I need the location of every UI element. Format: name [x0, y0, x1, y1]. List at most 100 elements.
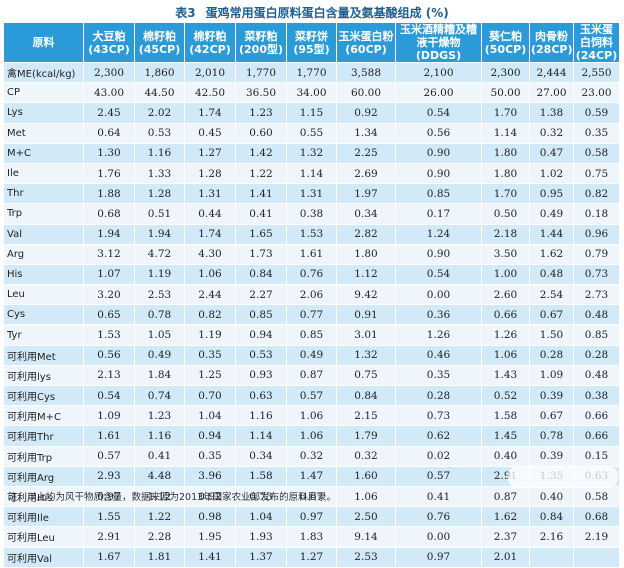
table-cell: 2.27: [236, 285, 287, 306]
table-cell: 9.14: [337, 527, 396, 548]
table-cell: 0.57: [396, 466, 482, 487]
row-label: His: [4, 264, 84, 286]
table-cell: 1.45: [482, 426, 530, 447]
table-cell: 1.47: [287, 466, 337, 487]
table-cell: 1.09: [84, 406, 135, 427]
table-cell: 0.53: [236, 345, 287, 366]
table-cell: 2.82: [337, 224, 396, 245]
table-cell: 1.31: [185, 184, 236, 205]
table-row: 可利用Trp 0.57 0.41 0.35 0.34 0.32 0.32 0.02 0.40 0.…: [4, 446, 620, 467]
table-cell: 0.17: [396, 204, 482, 225]
table-cell: 0.15: [574, 446, 620, 467]
table-cell: 1,770: [287, 63, 337, 84]
table-cell: 2.50: [337, 507, 396, 528]
table-cell: 0.98: [185, 507, 236, 528]
row-label: 可利用His: [4, 486, 84, 508]
table-cell: 1.16: [135, 426, 185, 447]
table-cell: 1.14: [287, 163, 337, 185]
table-cell: 1.38: [530, 103, 574, 124]
table-cell: 2.73: [574, 285, 620, 306]
table-row: Thr 1.88 1.28 1.31 1.41 1.31 1.97 0.85 1.70 0.95 0…: [4, 184, 620, 205]
table-cell: 2,550: [574, 63, 620, 84]
table-cell: 1.30: [84, 143, 135, 164]
table-cell: 2.69: [337, 163, 396, 185]
table-cell: 1.60: [337, 466, 396, 487]
table-cell: 0.35: [185, 446, 236, 467]
table-cell: 0.67: [530, 406, 574, 427]
table-cell: 0.91: [337, 305, 396, 326]
table-cell: 2.44: [185, 285, 236, 306]
row-label: Thr: [4, 184, 84, 205]
table-cell: 0.97: [84, 486, 135, 508]
table-cell: 1.33: [135, 163, 185, 185]
table-cell: 0.76: [287, 264, 337, 286]
table-cell: 0.68: [574, 507, 620, 528]
table-cell: 26.00: [396, 83, 482, 104]
table-cell: 1.16: [236, 406, 287, 427]
table-cell: 2,010: [185, 63, 236, 84]
table-cell: 1.25: [185, 365, 236, 386]
table-cell: 1.94: [135, 224, 185, 245]
table-cell: 0.92: [185, 486, 236, 508]
table-cell: 0.73: [236, 486, 287, 508]
table-cell: 0.63: [236, 386, 287, 407]
column-header-material: 原料: [4, 23, 84, 63]
table-cell: 0.85: [236, 305, 287, 326]
table-cell: 0.55: [287, 123, 337, 144]
table-cell: 1.28: [185, 163, 236, 185]
column-header: 大豆粕(43CP): [84, 23, 135, 63]
table-cell: 1.83: [287, 527, 337, 548]
table-cell: 1.22: [135, 507, 185, 528]
table-cell: 2.28: [135, 527, 185, 548]
table-cell: 1.07: [84, 264, 135, 286]
table-cell: 0.00: [396, 527, 482, 548]
table-cell: 1.28: [135, 184, 185, 205]
table-cell: 0.39: [530, 386, 574, 407]
row-label: 可利用Ile: [4, 507, 84, 528]
table-cell: 2,300: [482, 63, 530, 84]
table-cell: 2.93: [84, 466, 135, 487]
table-cell: 1.06: [337, 486, 396, 508]
table-cell: 0.76: [396, 507, 482, 528]
table-cell: 1.14: [482, 123, 530, 144]
table-cell: 0.41: [135, 446, 185, 467]
table-cell: 1.67: [84, 547, 135, 568]
table-cell: 1.31: [287, 184, 337, 205]
table-cell: 0.85: [574, 325, 620, 346]
table-cell: 2.54: [530, 285, 574, 306]
table-cell: 36.50: [236, 83, 287, 104]
table-cell: 1.06: [185, 264, 236, 286]
table-cell: 1.44: [530, 224, 574, 245]
table-cell: 3.50: [482, 244, 530, 265]
table-row: 可利用Thr 1.61 1.16 0.94 1.14 1.06 1.79 0.62 1.45 0.…: [4, 426, 620, 447]
table-cell: 0.95: [530, 184, 574, 205]
table-cell: 0.35: [574, 123, 620, 144]
table-cell: 42.50: [185, 83, 236, 104]
table-row: 可利用Val 1.67 1.81 1.41 1.37 1.27 2.53 0.97 2.01: [4, 547, 620, 568]
table-cell: 1.06: [287, 426, 337, 447]
table-row: Arg 3.12 4.72 4.30 1.73 1.61 1.80 0.90 3.50 1.62 0…: [4, 244, 620, 265]
table-cell: 1.70: [482, 184, 530, 205]
table-cell: 3.96: [185, 466, 236, 487]
table-cell: 0.54: [396, 264, 482, 286]
table-cell: 0.79: [574, 244, 620, 265]
table-cell: 0.70: [185, 386, 236, 407]
table-row: Tyr 1.53 1.05 1.19 0.94 0.85 3.01 1.26 1.26 1.50 0…: [4, 325, 620, 346]
table-cell: 0.02: [396, 446, 482, 467]
column-header: 棉籽粕(42CP): [185, 23, 236, 63]
table-cell: 0.00: [396, 285, 482, 306]
row-label: 可利用Met: [4, 345, 84, 366]
table-cell: 0.65: [84, 305, 135, 326]
table-cell: 0.67: [287, 486, 337, 508]
table-cell: 2.15: [337, 406, 396, 427]
header-row: 原料 大豆粕(43CP) 棉籽粕(45CP) 棉籽粕(42CP) 菜籽粕(200型) 菜籽…: [4, 23, 620, 63]
table-cell: 0.84: [337, 386, 396, 407]
table-cell: 1.23: [236, 103, 287, 124]
table-cell: 1.95: [185, 527, 236, 548]
table-row: Lys 2.45 2.02 1.74 1.23 1.15 0.92 0.54 1.70 1.38 0…: [4, 103, 620, 124]
table-cell: 0.92: [337, 103, 396, 124]
table-cell: 4.48: [135, 466, 185, 487]
footnote: 注：以上均为风干物质含量，数据来源为2013年国家农业部发布的原料目录。: [8, 492, 337, 503]
table-cell: 1.70: [482, 103, 530, 124]
table-row: 可利用Met 0.56 0.49 0.35 0.53 0.49 1.32 0.46 1.06 0.…: [4, 345, 620, 366]
